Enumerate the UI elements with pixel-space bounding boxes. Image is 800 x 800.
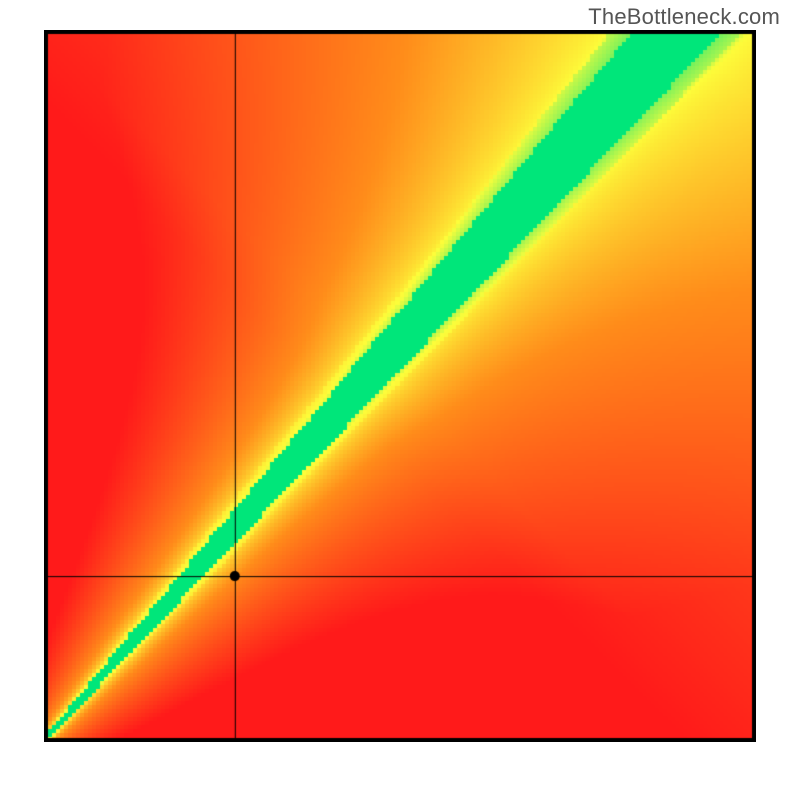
chart-frame — [44, 30, 756, 742]
watermark-text: TheBottleneck.com — [588, 4, 780, 30]
bottleneck-heatmap — [44, 30, 756, 742]
